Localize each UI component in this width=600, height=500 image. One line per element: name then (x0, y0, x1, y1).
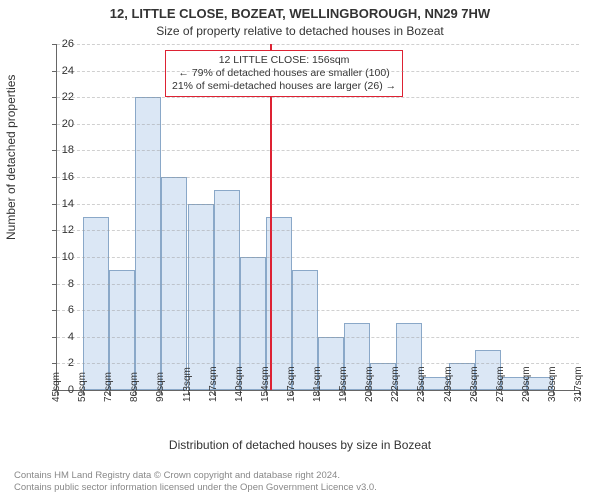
histogram-bar (214, 190, 240, 390)
y-tick-label: 24 (50, 65, 74, 77)
gridline (57, 310, 579, 311)
y-tick-label: 16 (50, 171, 74, 183)
gridline (57, 284, 579, 285)
gridline (57, 44, 579, 45)
y-axis-label: Number of detached properties (4, 75, 18, 240)
y-tick-label: 14 (50, 198, 74, 210)
y-tick-label: 10 (50, 251, 74, 263)
x-axis-label: Distribution of detached houses by size … (0, 438, 600, 452)
y-tick-label: 2 (50, 357, 74, 369)
annotation-box: 12 LITTLE CLOSE: 156sqm ← 79% of detache… (165, 50, 403, 97)
gridline (57, 124, 579, 125)
gridline (57, 337, 579, 338)
gridline (57, 363, 579, 364)
gridline (57, 71, 579, 72)
gridline (57, 257, 579, 258)
histogram-bar (135, 97, 161, 390)
annotation-line3: 21% of semi-detached houses are larger (… (172, 80, 396, 93)
histogram-bar (188, 204, 214, 390)
y-tick-label: 26 (50, 38, 74, 50)
chart-subtitle: Size of property relative to detached ho… (0, 24, 600, 38)
gridline (57, 150, 579, 151)
annotation-line1: 12 LITTLE CLOSE: 156sqm (172, 54, 396, 67)
y-tick-label: 8 (50, 278, 74, 290)
gridline (57, 97, 579, 98)
gridline (57, 177, 579, 178)
annotation-line2: ← 79% of detached houses are smaller (10… (172, 67, 396, 80)
attribution-line1: Contains HM Land Registry data © Crown c… (14, 470, 586, 482)
chart-title: 12, LITTLE CLOSE, BOZEAT, WELLINGBOROUGH… (0, 6, 600, 21)
plot-area: 12 LITTLE CLOSE: 156sqm ← 79% of detache… (56, 44, 579, 391)
y-tick-label: 20 (50, 118, 74, 130)
gridline (57, 204, 579, 205)
y-tick-label: 0 (50, 384, 74, 396)
attribution: Contains HM Land Registry data © Crown c… (14, 470, 586, 494)
y-tick-label: 12 (50, 224, 74, 236)
y-tick-label: 6 (50, 304, 74, 316)
y-tick-label: 22 (50, 91, 74, 103)
gridline (57, 230, 579, 231)
attribution-line2: Contains public sector information licen… (14, 482, 586, 494)
y-tick-label: 18 (50, 144, 74, 156)
y-tick-label: 4 (50, 331, 74, 343)
